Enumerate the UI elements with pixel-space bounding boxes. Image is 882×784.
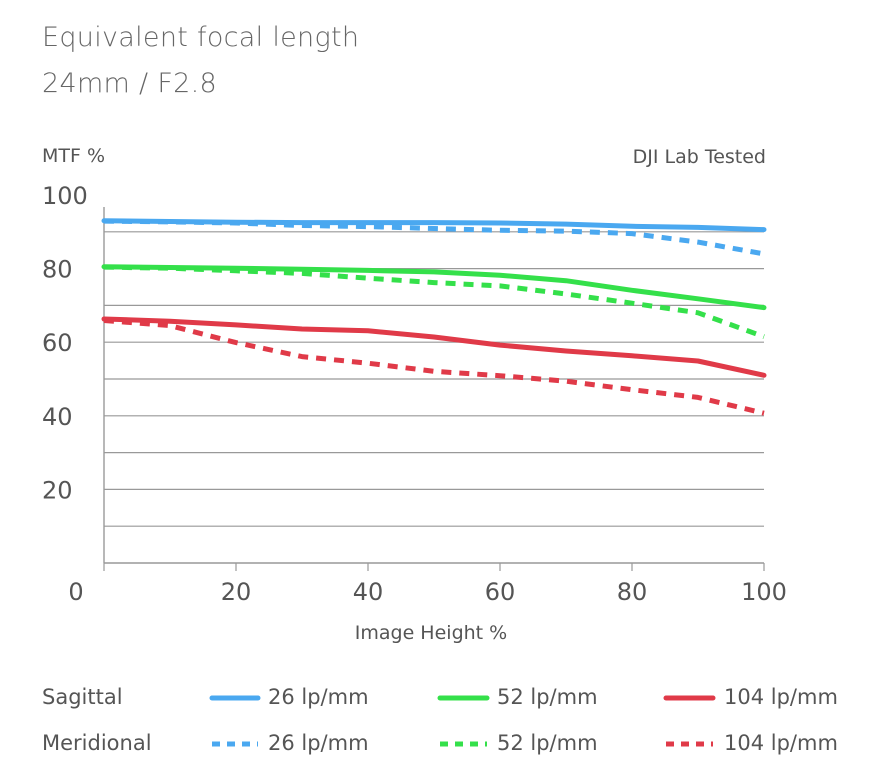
series-line-3: [103, 264, 765, 340]
legend-meridional-104: 104 lp/mm: [724, 731, 838, 755]
series-line-1: [103, 218, 765, 257]
x-tick-label: 60: [485, 578, 516, 606]
y-axis-label: MTF %: [42, 145, 106, 167]
legend-meridional-26: 26 lp/mm: [268, 731, 369, 755]
y-tick-label: 20: [42, 476, 73, 504]
x-tick-label: 20: [221, 578, 252, 606]
series-line-2: [101, 264, 767, 311]
y-tick-label: 80: [42, 256, 73, 284]
legend-meridional-52: 52 lp/mm: [497, 731, 598, 755]
chart-title-line2: 24mm / F2.8: [42, 68, 217, 99]
legend-sagittal-26: 26 lp/mm: [268, 685, 369, 709]
lab-tested-note: DJI Lab Tested: [632, 146, 766, 168]
x-tick-label: 0: [68, 578, 83, 606]
series-line-5: [103, 318, 765, 416]
chart-title-line1: Equivalent focal length: [42, 22, 360, 53]
legend-sagittal-104: 104 lp/mm: [724, 685, 838, 709]
x-tick-label: 100: [741, 578, 787, 606]
legend-sagittal-52: 52 lp/mm: [497, 685, 598, 709]
y-tick-label: 100: [42, 182, 88, 210]
legend-sagittal-label: Sagittal: [42, 685, 123, 709]
x-axis-label: Image Height %: [354, 622, 508, 644]
y-tick-label: 40: [42, 403, 73, 431]
y-tick-label: 60: [42, 329, 73, 357]
x-tick-label: 80: [617, 578, 648, 606]
x-tick-label: 40: [353, 578, 384, 606]
legend-meridional-label: Meridional: [42, 731, 152, 755]
series-line-4: [101, 316, 767, 378]
